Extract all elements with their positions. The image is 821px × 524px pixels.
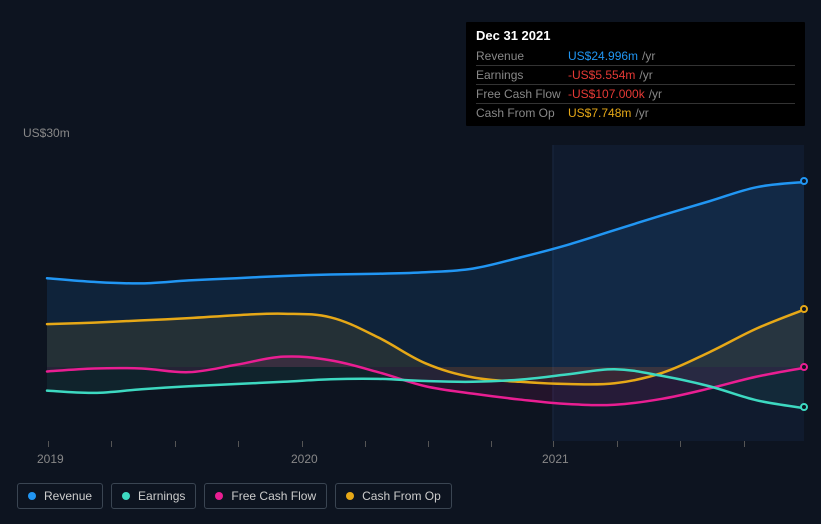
- tooltip-metric-label: Revenue: [476, 49, 568, 63]
- legend-swatch-icon: [215, 492, 223, 500]
- x-axis-tick: [617, 441, 618, 447]
- tooltip-metric-value: -US$5.554m: [568, 68, 635, 82]
- tooltip-metric-label: Earnings: [476, 68, 568, 82]
- tooltip-date: Dec 31 2021: [476, 28, 795, 43]
- x-axis-label: 2020: [291, 452, 318, 466]
- x-axis-tick: [302, 441, 303, 447]
- x-axis-tick: [744, 441, 745, 447]
- legend-swatch-icon: [346, 492, 354, 500]
- series-endpoint-icon: [800, 403, 808, 411]
- tooltip-metric-value: US$24.996m: [568, 49, 638, 63]
- y-axis-label: US$30m: [23, 126, 70, 140]
- x-axis-tick: [175, 441, 176, 447]
- chart-tooltip: Dec 31 2021 RevenueUS$24.996m/yrEarnings…: [466, 22, 805, 126]
- x-axis-label: 2021: [542, 452, 569, 466]
- legend-item[interactable]: Revenue: [17, 483, 103, 509]
- x-axis-tick: [491, 441, 492, 447]
- legend-label: Cash From Op: [362, 489, 441, 503]
- legend-item[interactable]: Free Cash Flow: [204, 483, 327, 509]
- series-endpoint-icon: [800, 177, 808, 185]
- tooltip-metric-label: Cash From Op: [476, 106, 568, 120]
- legend-swatch-icon: [122, 492, 130, 500]
- tooltip-metric-unit: /yr: [635, 106, 648, 120]
- line-chart: [17, 145, 804, 441]
- series-endpoint-icon: [800, 363, 808, 371]
- x-axis-tick: [365, 441, 366, 447]
- legend-label: Free Cash Flow: [231, 489, 316, 503]
- tooltip-row: Earnings-US$5.554m/yr: [476, 66, 795, 85]
- x-axis-tick: [111, 441, 112, 447]
- tooltip-metric-unit: /yr: [649, 87, 662, 101]
- x-axis-tick: [680, 441, 681, 447]
- chart-legend: Revenue Earnings Free Cash Flow Cash From O…: [17, 483, 452, 509]
- x-axis-tick: [238, 441, 239, 447]
- legend-label: Earnings: [138, 489, 185, 503]
- tooltip-metric-unit: /yr: [642, 49, 655, 63]
- legend-label: Revenue: [44, 489, 92, 503]
- tooltip-row: RevenueUS$24.996m/yr: [476, 47, 795, 66]
- tooltip-metric-label: Free Cash Flow: [476, 87, 568, 101]
- tooltip-metric-value: US$7.748m: [568, 106, 631, 120]
- x-axis-tick: [48, 441, 49, 447]
- legend-item[interactable]: Earnings: [111, 483, 196, 509]
- x-axis-tick: [428, 441, 429, 447]
- legend-item[interactable]: Cash From Op: [335, 483, 452, 509]
- tooltip-row: Cash From OpUS$7.748m/yr: [476, 104, 795, 122]
- x-axis-label: 2019: [37, 452, 64, 466]
- series-endpoint-icon: [800, 305, 808, 313]
- tooltip-metric-value: -US$107.000k: [568, 87, 645, 101]
- x-axis-tick: [553, 441, 554, 447]
- legend-swatch-icon: [28, 492, 36, 500]
- tooltip-row: Free Cash Flow-US$107.000k/yr: [476, 85, 795, 104]
- tooltip-metric-unit: /yr: [639, 68, 652, 82]
